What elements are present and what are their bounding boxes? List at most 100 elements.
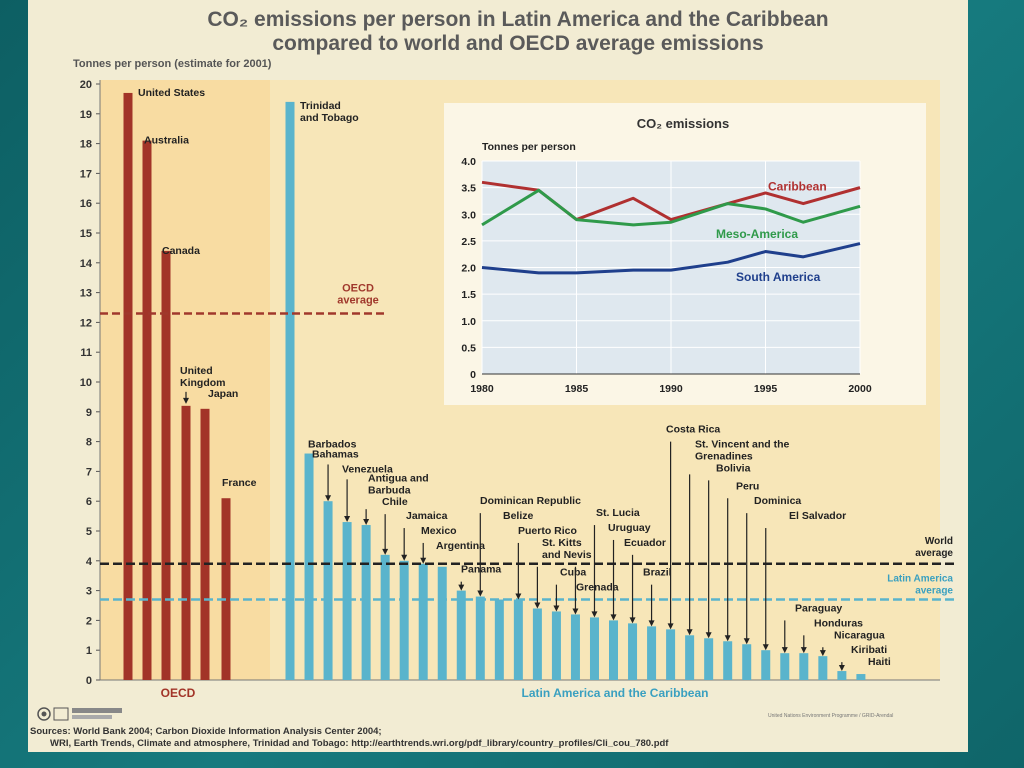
arrowhead-st-kitts-and-nevis [534,602,541,609]
bar-label-kiribati: Kiribati [851,644,887,656]
arrowhead-costa-rica [667,623,674,630]
bar-st-vincent-and-the-grenadines [685,635,695,680]
footer-organisation: United Nations Environment Programme / G… [768,713,894,719]
y-tick-label: 7 [86,466,92,478]
bar-uruguay [609,620,619,680]
arrowhead-united-kingdom [183,397,189,404]
bar-france [221,498,231,680]
bar-venezuela [342,522,352,680]
arrowhead-dominican-republic [477,590,484,597]
inset-y-tick-label: 1.0 [461,316,476,328]
bar-puerto-rico [513,599,523,680]
inset-y-axis-label: Tonnes per person [482,141,576,153]
main-chart: 01234567891011121314151617181920OECDaver… [80,79,956,700]
inset-y-tick-label: 4.0 [461,156,476,168]
arrowhead-jamaica [401,554,408,561]
inset-x-tick-label: 1980 [470,383,494,395]
grid-arendal-logo [36,705,126,723]
arrowhead-cuba [553,605,560,612]
arrowhead-grenada [572,608,579,615]
bar-label-dominica: Dominica [754,495,801,507]
inset-title: CO₂ emissions [637,116,729,131]
y-tick-label: 0 [86,675,92,687]
bar-label-barbados: Barbados [308,439,357,451]
y-tick-label: 10 [80,377,92,389]
bar-mexico [418,563,428,680]
bar-label-mexico: Mexico [421,525,457,537]
inset-y-tick-label: 2.5 [461,236,476,248]
arrowhead-peru [724,635,731,642]
y-tick-label: 11 [80,347,92,359]
bar-label-cuba: Cuba [560,567,586,579]
oecd-average-label-2: average [337,294,379,306]
bar-panama [456,590,466,680]
y-tick-label: 9 [86,407,92,419]
arrowhead-puerto-rico [515,593,522,600]
bar-label-uruguay: Uruguay [608,522,651,534]
arrowhead-chile [382,548,389,555]
y-axis-unit-label: Tonnes per person (estimate for 2001) [73,58,272,70]
bar-el-salvador [761,650,771,680]
bar-label-panama: Panama [461,564,501,576]
bar-chile [380,554,390,680]
y-tick-label: 2 [86,615,92,627]
bar-brazil [647,626,657,680]
arrowhead-panama [458,584,465,591]
bar-label-venezuela: Venezuela [342,463,393,475]
bar-antigua-and-barbuda [361,525,371,680]
y-tick-label: 12 [80,317,92,329]
y-tick-label: 18 [80,139,92,151]
arrowhead-honduras [800,647,807,654]
bar-label-st-lucia: St. Lucia [596,507,640,519]
bar-label-st-vincent-and-the-grenadines-1: St. Vincent and the [695,439,789,451]
arrowhead-paraguay [781,647,788,654]
bar-st-lucia [589,617,599,680]
bar-trinidad-and-tobago [285,101,295,680]
y-tick-label: 3 [86,586,92,598]
bar-label-ecuador: Ecuador [624,537,666,549]
bar-label-bahamas: Bahamas [312,448,359,460]
inset-series-label-meso-america: Meso-America [716,227,798,241]
arrowhead-st-vincent-and-the-grenadines [686,629,693,636]
chart-title: CO₂ emissions per person in Latin Americ… [138,8,898,56]
arrowhead-dominica [743,638,750,645]
bar-label-chile: Chile [382,496,408,508]
bar-peru [723,641,733,680]
bar-honduras [799,653,809,680]
arrowhead-mexico [420,557,427,564]
arrowhead-uruguay [610,614,617,621]
arrowhead-el-salvador [762,644,769,651]
bar-label-el-salvador: El Salvador [789,510,846,522]
world-average-label-2: average [915,548,953,559]
arrowhead-st-lucia [591,611,598,618]
bar-paraguay [780,653,790,680]
bar-label-australia: Australia [144,135,189,147]
inset-y-tick-label: 1.5 [461,289,476,301]
latin-america-average-label-2: average [915,586,953,597]
bar-label-dominican-republic: Dominican Republic [480,495,581,507]
inset-x-tick-label: 2000 [848,383,872,395]
bar-label-united-kingdom-2: Kingdom [180,377,226,389]
bar-label-st-kitts-and-nevis-1: St. Kitts [542,537,582,549]
bar-st-kitts-and-nevis [532,608,542,680]
bar-australia [142,140,152,680]
title-line-2: compared to world and OECD average emiss… [272,32,764,55]
bar-label-trinidad-and-tobago-1: Trinidad [300,100,341,112]
inset-x-tick-label: 1985 [565,383,589,395]
inset-line-meso-america [481,188,861,227]
arrowhead-bahamas [325,495,332,502]
title-line-1: CO₂ emissions per person in Latin Americ… [207,8,829,31]
bar-haiti [856,674,866,680]
y-tick-label: 14 [80,258,93,270]
world-average-label-1: World [925,536,953,547]
y-tick-label: 8 [86,437,92,449]
arrowhead-nicaragua [819,650,826,657]
bar-label-trinidad-and-tobago-2: and Tobago [300,112,359,124]
bar-belize [494,599,504,680]
y-tick-label: 16 [80,198,92,210]
latin-america-average-label-1: Latin America [887,574,953,585]
bar-label-puerto-rico: Puerto Rico [518,525,577,537]
bar-barbados [304,453,314,680]
oecd-average-label-1: OECD [342,282,374,294]
bar-label-nicaragua: Nicaragua [834,629,885,641]
